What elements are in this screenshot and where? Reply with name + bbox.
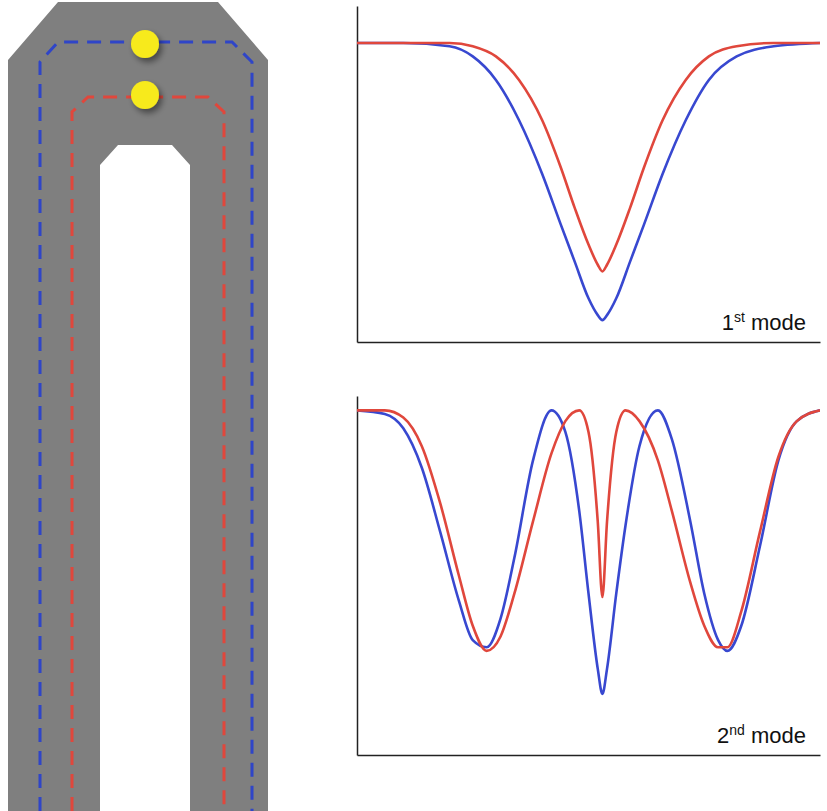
line — [357, 410, 820, 694]
annotation: 1st mode — [722, 309, 806, 335]
source-dot — [131, 81, 159, 109]
x-axis — [358, 342, 821, 343]
chart-panel: 1st mode — [357, 7, 821, 343]
plot-area — [357, 410, 820, 694]
waveguide — [8, 2, 268, 811]
axis-line — [358, 342, 821, 344]
figure: 1st mode 2nd mode — [0, 0, 827, 811]
axis-line — [357, 397, 359, 756]
plot-area — [357, 43, 820, 320]
line — [357, 410, 820, 651]
axis-line — [358, 755, 821, 757]
line — [357, 43, 820, 271]
chart-panel: 2nd mode — [357, 397, 821, 756]
axis-line — [357, 7, 359, 343]
annotation: 2nd mode — [717, 722, 806, 748]
source-dot — [131, 30, 159, 58]
y-axis — [357, 7, 358, 343]
x-axis — [358, 755, 821, 756]
outer-path — [40, 42, 252, 811]
waveguide-diagram — [8, 2, 268, 811]
y-axis — [357, 397, 358, 756]
line — [357, 43, 820, 320]
inner-path — [72, 97, 224, 811]
